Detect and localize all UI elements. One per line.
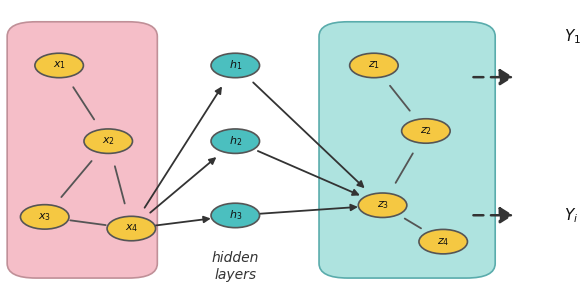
Text: $z_{2}$: $z_{2}$	[420, 125, 432, 137]
FancyBboxPatch shape	[7, 22, 157, 278]
Circle shape	[21, 205, 69, 229]
Text: $Y_i$: $Y_i$	[564, 206, 579, 225]
Text: $z_{4}$: $z_{4}$	[437, 236, 449, 248]
Text: $h_{2}$: $h_{2}$	[229, 134, 242, 148]
Circle shape	[35, 53, 83, 78]
Text: $z_{1}$: $z_{1}$	[368, 60, 380, 71]
Text: $x_{3}$: $x_{3}$	[38, 211, 51, 223]
Circle shape	[419, 229, 468, 254]
Text: $x_{4}$: $x_{4}$	[125, 223, 138, 234]
Text: $x_{2}$: $x_{2}$	[102, 135, 115, 147]
FancyArrowPatch shape	[473, 208, 511, 222]
Circle shape	[350, 53, 398, 78]
Circle shape	[401, 119, 450, 143]
FancyArrowPatch shape	[473, 70, 511, 84]
Circle shape	[358, 193, 407, 218]
Text: $h_{1}$: $h_{1}$	[229, 59, 242, 72]
Circle shape	[211, 203, 260, 228]
Text: hidden
layers: hidden layers	[212, 251, 259, 281]
FancyBboxPatch shape	[319, 22, 495, 278]
Text: $z_{3}$: $z_{3}$	[377, 199, 389, 211]
Circle shape	[211, 53, 260, 78]
Text: $h_{3}$: $h_{3}$	[229, 208, 242, 222]
Text: $x_{1}$: $x_{1}$	[53, 60, 66, 71]
Circle shape	[107, 216, 156, 241]
Text: $Y_1$: $Y_1$	[564, 27, 581, 46]
Circle shape	[84, 129, 132, 153]
Circle shape	[211, 129, 260, 153]
